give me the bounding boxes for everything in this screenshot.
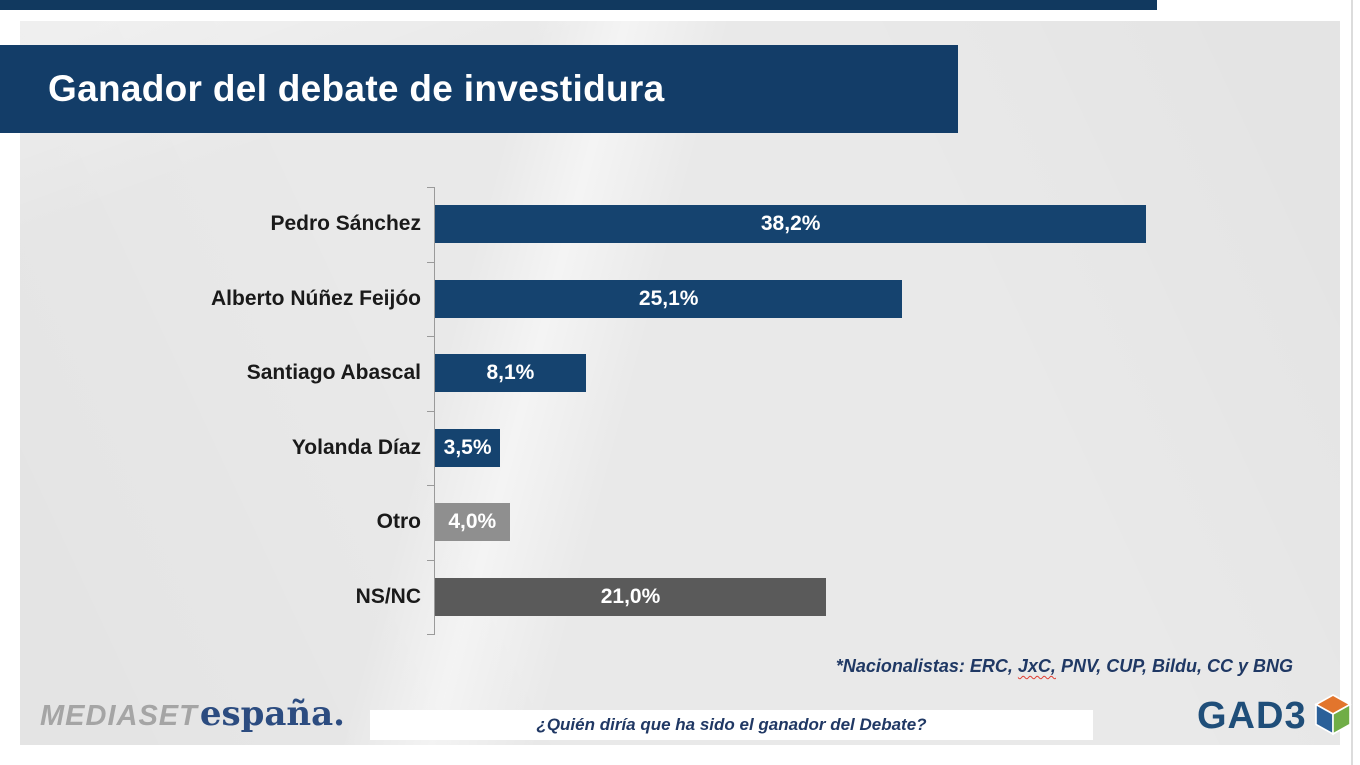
category-label: Alberto Núñez Feijóo <box>211 286 421 310</box>
mediaset-espana-logo: MEDIASET españa. <box>40 694 345 734</box>
value-label: 25,1% <box>638 286 699 310</box>
axis-tick <box>427 410 435 412</box>
top-accent-strip <box>0 0 1157 10</box>
axis-tick <box>427 261 435 263</box>
bar-chart: Pedro Sánchez 38,2% Alberto Núñez Feijóo… <box>0 187 1250 635</box>
value-label: 4,0% <box>448 510 497 534</box>
chart-rows: Pedro Sánchez 38,2% Alberto Núñez Feijóo… <box>0 187 1250 634</box>
y-axis-ticks <box>427 187 435 635</box>
bar-ns-nc: 21,0% <box>435 577 826 616</box>
bar-otro: 4,0% <box>435 503 510 542</box>
chart-row-pedro-sanchez: Pedro Sánchez 38,2% <box>0 187 1250 262</box>
footnote-text: *Nacionalistas: ERC, <box>835 656 1018 676</box>
footnote-text: PNV, CUP, Bildu, CC y BNG <box>1055 656 1293 676</box>
chart-row-otro: Otro 4,0% <box>0 485 1250 560</box>
chart-row-ns-nc: NS/NC 21,0% <box>0 560 1250 635</box>
mediaset-wordmark: MEDIASET <box>40 700 198 732</box>
axis-tick <box>427 634 435 635</box>
axis-tick <box>427 187 435 188</box>
bar-yolanda-diaz: 3,5% <box>435 428 501 467</box>
bar-alberto-nunez-feijoo: 25,1% <box>435 279 903 318</box>
chart-row-alberto-nunez-feijoo: Alberto Núñez Feijóo 25,1% <box>0 262 1250 337</box>
category-label: Santiago Abascal <box>246 361 421 385</box>
category-label: Otro <box>376 510 421 534</box>
chart-row-yolanda-diaz: Yolanda Díaz 3,5% <box>0 411 1250 486</box>
nationalists-footnote: *Nacionalistas: ERC, JxC, PNV, CUP, Bild… <box>836 656 1293 677</box>
category-label: Pedro Sánchez <box>270 212 421 236</box>
category-label: NS/NC <box>355 584 421 608</box>
value-label: 8,1% <box>486 361 535 385</box>
survey-question-text: ¿Quién diría que ha sido el ganador del … <box>536 715 927 734</box>
bar-santiago-abascal: 8,1% <box>435 354 586 393</box>
bar-pedro-sanchez: 38,2% <box>435 205 1147 244</box>
slide-background-panel <box>20 21 1340 745</box>
gad3-cube-icon <box>1313 694 1352 736</box>
title-banner: Ganador del debate de investidura <box>0 45 958 133</box>
value-label: 38,2% <box>760 212 821 236</box>
axis-tick <box>427 336 435 337</box>
espana-wordmark: españa. <box>199 694 346 734</box>
axis-tick <box>427 485 435 486</box>
gad3-logo: GAD3 <box>1197 694 1355 738</box>
axis-tick <box>427 559 435 561</box>
gad3-wordmark: GAD3 <box>1197 695 1307 737</box>
category-label: Yolanda Díaz <box>291 435 421 459</box>
value-label: 21,0% <box>600 584 661 608</box>
value-label: 3,5% <box>443 435 492 459</box>
slide-edge-line <box>1351 0 1353 765</box>
survey-question-box: ¿Quién diría que ha sido el ganador del … <box>370 710 1093 740</box>
footnote-spellcheck-word: JxC, <box>1017 656 1056 676</box>
page-title: Ganador del debate de investidura <box>48 68 665 109</box>
chart-row-santiago-abascal: Santiago Abascal 8,1% <box>0 336 1250 411</box>
